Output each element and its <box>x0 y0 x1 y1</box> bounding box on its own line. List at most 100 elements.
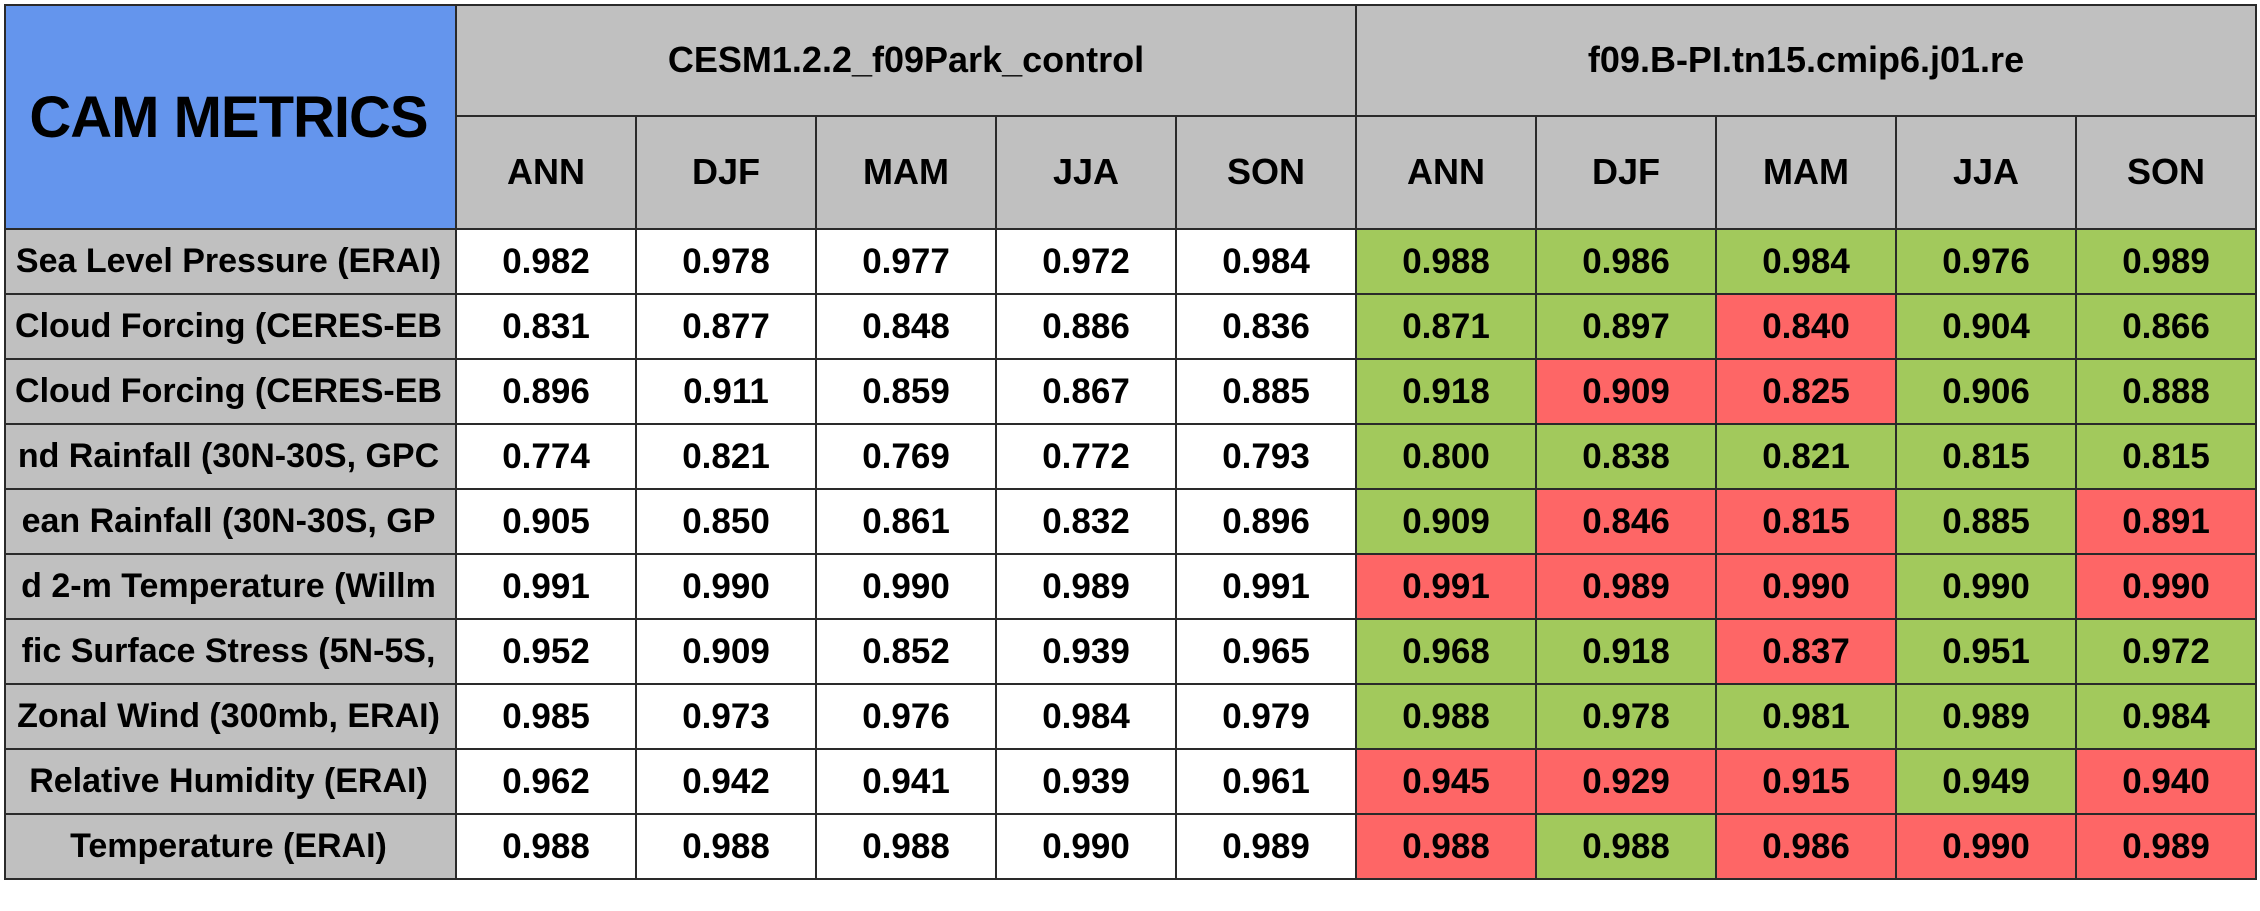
test-value-jja: 0.990 <box>1895 813 2077 880</box>
table-row: Sea Level Pressure (ERAI) 0.982 0.978 0.977… <box>4 228 2257 295</box>
control-value-djf: 0.990 <box>635 553 817 620</box>
row-label: ean Rainfall (30N-30S, GP <box>21 502 436 540</box>
control-value-djf: 0.877 <box>635 293 817 360</box>
control-value-mam: 0.769 <box>815 423 997 490</box>
test-value-jja: 0.885 <box>1895 488 2077 555</box>
control-value-djf: 0.973 <box>635 683 817 750</box>
test-value-son: 0.888 <box>2075 358 2257 425</box>
row-label: d 2-m Temperature (Willm <box>21 567 436 605</box>
test-value-son: 0.989 <box>2075 228 2257 295</box>
season-header-control-djf: DJF <box>635 114 817 231</box>
test-value-son: 0.815 <box>2075 423 2257 490</box>
row-label: nd Rainfall (30N-30S, GPC <box>17 437 440 475</box>
test-value-djf: 0.918 <box>1535 618 1717 685</box>
test-value-djf: 0.988 <box>1535 813 1717 880</box>
control-value-mam: 0.941 <box>815 748 997 815</box>
season-header-row: ANN DJF MAM JJA SON ANN DJF MAM JJA SON <box>5 114 2257 231</box>
row-label-cell: Cloud Forcing (CERES-EB <box>4 358 457 425</box>
control-value-jja: 0.832 <box>995 488 1177 555</box>
row-label: Cloud Forcing (CERES-EB <box>15 307 442 345</box>
row-label-cell: d 2-m Temperature (Willm <box>4 553 457 620</box>
season-header-control-mam: MAM <box>815 114 997 231</box>
test-value-djf: 0.897 <box>1535 293 1717 360</box>
control-value-jja: 0.972 <box>995 228 1177 295</box>
test-value-mam: 0.990 <box>1715 553 1897 620</box>
control-value-ann: 0.952 <box>455 618 637 685</box>
row-label: fic Surface Stress (5N-5S, <box>21 632 436 670</box>
row-label: Zonal Wind (300mb, ERAI) <box>17 697 440 735</box>
test-value-djf: 0.929 <box>1535 748 1717 815</box>
table-row: nd Rainfall (30N-30S, GPC 0.774 0.821 0.769… <box>4 423 2257 490</box>
test-value-son: 0.891 <box>2075 488 2257 555</box>
test-value-jja: 0.815 <box>1895 423 2077 490</box>
control-value-djf: 0.909 <box>635 618 817 685</box>
row-label-cell: Cloud Forcing (CERES-EB <box>4 293 457 360</box>
control-value-jja: 0.939 <box>995 618 1177 685</box>
control-value-ann: 0.988 <box>455 813 637 880</box>
control-value-mam: 0.977 <box>815 228 997 295</box>
control-value-son: 0.885 <box>1175 358 1357 425</box>
row-label-cell: nd Rainfall (30N-30S, GPC <box>4 423 457 490</box>
control-value-ann: 0.905 <box>455 488 637 555</box>
test-value-mam: 0.840 <box>1715 293 1897 360</box>
row-label: Sea Level Pressure (ERAI) <box>15 242 442 280</box>
control-value-djf: 0.978 <box>635 228 817 295</box>
test-value-ann: 0.968 <box>1355 618 1537 685</box>
metrics-table: CAM METRICS CESM1.2.2_f09Park_control f0… <box>4 4 2257 880</box>
row-label: Relative Humidity (ERAI) <box>29 762 428 800</box>
test-value-son: 0.866 <box>2075 293 2257 360</box>
row-label-cell: Zonal Wind (300mb, ERAI) <box>4 683 457 750</box>
row-label-cell: fic Surface Stress (5N-5S, <box>4 618 457 685</box>
test-value-jja: 0.976 <box>1895 228 2077 295</box>
table-row: Cloud Forcing (CERES-EB 0.896 0.911 0.859 0.… <box>4 358 2257 425</box>
test-value-djf: 0.989 <box>1535 553 1717 620</box>
control-value-djf: 0.988 <box>635 813 817 880</box>
control-value-ann: 0.962 <box>455 748 637 815</box>
test-value-jja: 0.904 <box>1895 293 2077 360</box>
control-value-jja: 0.886 <box>995 293 1177 360</box>
test-value-mam: 0.821 <box>1715 423 1897 490</box>
season-header-test-mam: MAM <box>1715 114 1897 231</box>
row-label-cell: Sea Level Pressure (ERAI) <box>4 228 457 295</box>
control-value-jja: 0.867 <box>995 358 1177 425</box>
control-value-jja: 0.772 <box>995 423 1177 490</box>
test-value-son: 0.990 <box>2075 553 2257 620</box>
test-value-djf: 0.909 <box>1535 358 1717 425</box>
test-value-mam: 0.825 <box>1715 358 1897 425</box>
test-value-djf: 0.978 <box>1535 683 1717 750</box>
test-value-ann: 0.800 <box>1355 423 1537 490</box>
control-value-son: 0.991 <box>1175 553 1357 620</box>
test-value-mam: 0.986 <box>1715 813 1897 880</box>
row-label: Cloud Forcing (CERES-EB <box>15 372 442 410</box>
season-header-test-son: SON <box>2075 114 2257 231</box>
test-value-jja: 0.906 <box>1895 358 2077 425</box>
case-header-test: f09.B-PI.tn15.cmip6.j01.re <box>1355 4 2257 117</box>
test-value-djf: 0.986 <box>1535 228 1717 295</box>
season-header-test-ann: ANN <box>1355 114 1537 231</box>
control-value-mam: 0.859 <box>815 358 997 425</box>
control-value-djf: 0.821 <box>635 423 817 490</box>
table-row: Temperature (ERAI) 0.988 0.988 0.988 0.990 0.… <box>4 813 2257 880</box>
test-value-ann: 0.909 <box>1355 488 1537 555</box>
test-value-ann: 0.871 <box>1355 293 1537 360</box>
test-value-djf: 0.838 <box>1535 423 1717 490</box>
control-value-djf: 0.850 <box>635 488 817 555</box>
control-value-son: 0.961 <box>1175 748 1357 815</box>
test-value-son: 0.989 <box>2075 813 2257 880</box>
test-value-ann: 0.918 <box>1355 358 1537 425</box>
test-value-mam: 0.837 <box>1715 618 1897 685</box>
test-value-ann: 0.991 <box>1355 553 1537 620</box>
test-value-mam: 0.981 <box>1715 683 1897 750</box>
test-value-mam: 0.915 <box>1715 748 1897 815</box>
table-row: d 2-m Temperature (Willm 0.991 0.990 0.990 0… <box>4 553 2257 620</box>
table-title: CAM METRICS <box>4 4 457 230</box>
test-value-mam: 0.815 <box>1715 488 1897 555</box>
control-value-ann: 0.982 <box>455 228 637 295</box>
control-value-jja: 0.984 <box>995 683 1177 750</box>
control-value-ann: 0.774 <box>455 423 637 490</box>
control-value-mam: 0.852 <box>815 618 997 685</box>
test-value-son: 0.972 <box>2075 618 2257 685</box>
table-body: Sea Level Pressure (ERAI) 0.982 0.978 0.977… <box>4 228 2257 880</box>
test-value-jja: 0.951 <box>1895 618 2077 685</box>
table-row: Cloud Forcing (CERES-EB 0.831 0.877 0.848 0.… <box>4 293 2257 360</box>
